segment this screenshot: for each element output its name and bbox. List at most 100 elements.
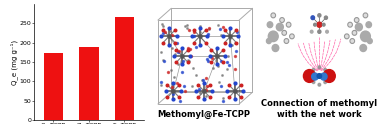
Point bbox=[218, 60, 224, 62]
Point bbox=[197, 27, 203, 29]
Circle shape bbox=[364, 14, 367, 16]
Circle shape bbox=[322, 23, 325, 26]
Point bbox=[191, 42, 197, 44]
Point bbox=[159, 23, 165, 25]
Point bbox=[205, 60, 211, 62]
Circle shape bbox=[268, 31, 278, 42]
Point bbox=[185, 48, 191, 50]
Circle shape bbox=[318, 66, 321, 69]
Point bbox=[179, 47, 185, 49]
Point bbox=[172, 29, 178, 31]
Circle shape bbox=[310, 30, 313, 33]
Point bbox=[169, 34, 175, 36]
Point bbox=[174, 82, 180, 84]
Point bbox=[197, 31, 203, 33]
Point bbox=[205, 33, 211, 35]
Point bbox=[160, 32, 166, 34]
Circle shape bbox=[276, 23, 284, 31]
Point bbox=[208, 55, 214, 57]
Circle shape bbox=[281, 19, 283, 21]
Circle shape bbox=[311, 16, 314, 20]
Point bbox=[206, 27, 212, 29]
Point bbox=[209, 57, 215, 59]
Point bbox=[222, 29, 228, 31]
Point bbox=[165, 71, 171, 73]
Point bbox=[195, 96, 201, 98]
Circle shape bbox=[285, 40, 288, 42]
Point bbox=[226, 64, 232, 66]
Point bbox=[173, 49, 179, 51]
Circle shape bbox=[361, 31, 370, 42]
Point bbox=[166, 27, 172, 29]
Point bbox=[228, 27, 234, 29]
Point bbox=[173, 62, 179, 63]
Point bbox=[168, 69, 174, 71]
Point bbox=[169, 47, 175, 49]
Circle shape bbox=[352, 31, 357, 35]
Point bbox=[232, 82, 238, 84]
Point bbox=[186, 29, 192, 31]
Circle shape bbox=[324, 81, 327, 84]
Point bbox=[162, 31, 168, 33]
Point bbox=[235, 35, 241, 37]
Point bbox=[189, 85, 195, 87]
Point bbox=[184, 24, 190, 26]
Point bbox=[220, 35, 226, 37]
Circle shape bbox=[324, 68, 327, 71]
Circle shape bbox=[272, 45, 279, 51]
Point bbox=[216, 81, 222, 83]
Point bbox=[201, 98, 207, 100]
Point bbox=[190, 67, 196, 69]
Point bbox=[209, 90, 215, 92]
Point bbox=[233, 50, 239, 52]
Point bbox=[203, 89, 209, 91]
Circle shape bbox=[345, 34, 349, 39]
Point bbox=[231, 42, 237, 44]
Circle shape bbox=[283, 32, 285, 34]
Circle shape bbox=[355, 18, 359, 22]
Bar bbox=[158, 20, 239, 104]
Point bbox=[203, 77, 209, 79]
Point bbox=[234, 31, 240, 33]
Point bbox=[191, 35, 197, 37]
Point bbox=[217, 28, 223, 30]
Point bbox=[160, 59, 166, 61]
Circle shape bbox=[272, 14, 274, 16]
Bar bbox=[79, 47, 99, 120]
Point bbox=[203, 29, 209, 31]
Point bbox=[213, 53, 219, 55]
Circle shape bbox=[312, 81, 315, 84]
Point bbox=[176, 50, 182, 52]
Point bbox=[199, 79, 205, 81]
Point bbox=[233, 29, 239, 31]
Point bbox=[188, 55, 194, 57]
Point bbox=[170, 82, 177, 84]
Point bbox=[214, 47, 220, 49]
Point bbox=[238, 96, 244, 98]
Point bbox=[176, 84, 182, 86]
Point bbox=[220, 97, 226, 99]
Circle shape bbox=[323, 70, 335, 82]
Point bbox=[238, 84, 244, 86]
Point bbox=[185, 62, 191, 63]
Point bbox=[178, 71, 184, 73]
Point bbox=[175, 63, 181, 65]
Point bbox=[189, 35, 195, 37]
Point bbox=[187, 55, 193, 57]
Point bbox=[174, 42, 180, 44]
Point bbox=[170, 98, 177, 100]
Point bbox=[184, 28, 190, 30]
Point bbox=[193, 74, 199, 76]
Point bbox=[225, 55, 231, 57]
Point bbox=[204, 85, 210, 87]
Circle shape bbox=[271, 13, 276, 18]
Point bbox=[161, 60, 167, 62]
Point bbox=[196, 88, 202, 90]
Point bbox=[186, 60, 192, 62]
Point bbox=[232, 98, 238, 100]
Point bbox=[220, 49, 226, 51]
Point bbox=[222, 42, 228, 44]
Point bbox=[187, 48, 193, 50]
Circle shape bbox=[314, 23, 316, 26]
Circle shape bbox=[291, 35, 293, 38]
